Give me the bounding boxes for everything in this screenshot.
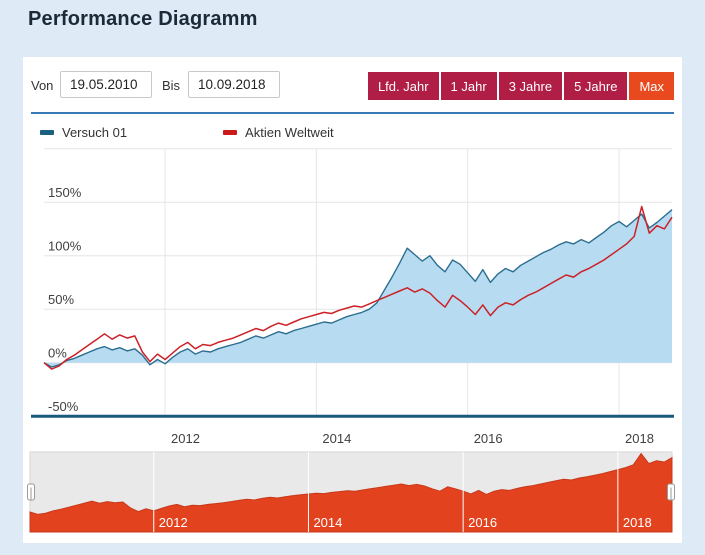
to-date-input[interactable] <box>188 71 280 98</box>
navigator-tick-label: 2012 <box>159 515 188 530</box>
divider-line <box>31 112 674 114</box>
x-tick-label: 2016 <box>474 431 503 446</box>
x-tick-label: 2014 <box>322 431 351 446</box>
versuch-01-area <box>44 209 672 367</box>
range-button-max[interactable]: Max <box>629 72 674 100</box>
aktien-weltweit-line <box>43 205 673 370</box>
y-tick-label: -50% <box>48 399 79 414</box>
navigator-tick-label: 2016 <box>468 515 497 530</box>
y-tick-label: 150% <box>48 185 82 200</box>
navigator-tick-label: 2018 <box>623 515 652 530</box>
legend-item-aktien-weltweit[interactable]: Aktien Weltweit <box>223 125 334 140</box>
navigator-tick-label: 2014 <box>313 515 342 530</box>
to-date-label: Bis <box>162 78 181 93</box>
y-tick-label: 0% <box>48 346 67 361</box>
versuch-01-line <box>43 209 673 368</box>
page-title: Performance Diagramm <box>28 8 258 30</box>
x-tick-label: 2018 <box>625 431 654 446</box>
legend-label: Versuch 01 <box>62 124 128 140</box>
range-button-5-years[interactable]: 5 Jahre <box>564 72 628 100</box>
legend-label: Aktien Weltweit <box>245 124 334 140</box>
from-date-input[interactable] <box>60 71 152 98</box>
aktien-weltweit-swatch-icon <box>223 129 238 135</box>
y-tick-label: 100% <box>48 239 82 254</box>
chart-legend: Versuch 01 Aktien Weltweit <box>40 123 334 141</box>
range-button-3-years[interactable]: 3 Jahre <box>498 72 563 100</box>
range-button-group: Lfd. Jahr 1 Jahr 3 Jahre 5 Jahre Max <box>367 72 674 100</box>
versuch-01-swatch-icon <box>40 129 54 135</box>
from-date-label: Von <box>31 78 54 93</box>
legend-item-versuch-01[interactable]: Versuch 01 <box>40 125 127 140</box>
range-button-ytd[interactable]: Lfd. Jahr <box>367 72 439 100</box>
y-tick-label: 50% <box>48 292 74 307</box>
navigator-area[interactable] <box>29 452 673 533</box>
x-tick-label: 2012 <box>171 431 200 446</box>
range-button-1-year[interactable]: 1 Jahr <box>440 72 497 100</box>
